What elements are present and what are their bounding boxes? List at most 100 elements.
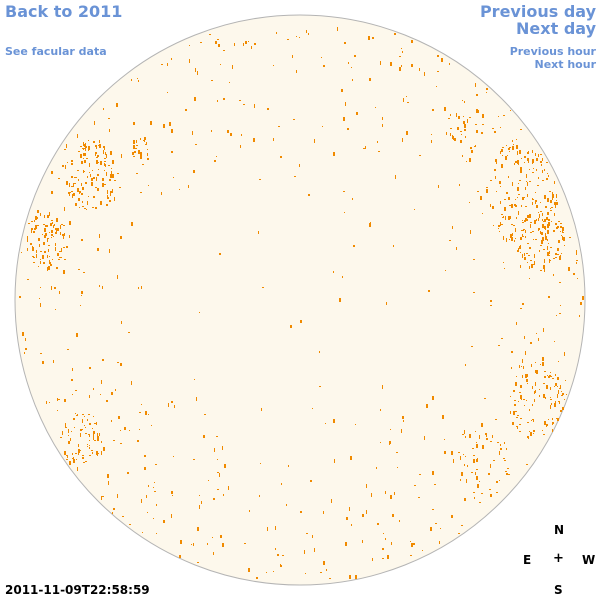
facula-spot: [539, 250, 540, 252]
facula-spot: [97, 155, 99, 157]
facula-spot: [365, 146, 366, 149]
facula-spot: [35, 225, 37, 229]
facula-spot: [529, 214, 531, 218]
facula-spot: [275, 548, 276, 550]
facula-spot: [382, 117, 383, 120]
next-hour-link[interactable]: Next hour: [534, 58, 597, 71]
facula-spot: [70, 440, 71, 441]
facula-spot: [527, 243, 529, 244]
facula-spot: [378, 151, 380, 152]
facula-spot: [31, 221, 33, 222]
back-to-year-link[interactable]: Back to 2011: [5, 2, 123, 21]
facula-spot: [51, 234, 53, 236]
facula-spot: [548, 243, 549, 244]
facula-spot: [500, 444, 501, 446]
facula-spot: [517, 160, 519, 164]
facula-spot: [524, 156, 526, 158]
facula-spot: [80, 305, 81, 306]
facula-spot: [136, 145, 138, 146]
facula-spot: [248, 568, 250, 572]
facula-spot: [523, 366, 524, 369]
facula-spot: [64, 149, 66, 150]
facula-spot: [197, 71, 198, 75]
facula-spot: [410, 541, 411, 542]
facula-spot: [544, 421, 546, 425]
facula-spot: [67, 349, 69, 350]
facula-spot: [548, 222, 550, 226]
facula-spot: [36, 250, 37, 253]
facula-spot: [57, 410, 58, 411]
facula-spot: [525, 187, 526, 190]
facula-spot: [137, 440, 139, 442]
facula-spot: [576, 252, 577, 255]
facula-spot: [51, 286, 52, 290]
facula-spot: [515, 161, 517, 163]
facula-spot: [515, 199, 516, 200]
facula-spot: [140, 152, 142, 156]
facula-spot: [80, 154, 82, 158]
next-day-link[interactable]: Next day: [516, 19, 596, 38]
facula-spot: [559, 388, 561, 389]
facula-spot: [174, 405, 175, 408]
facula-spot: [500, 186, 501, 187]
facula-spot: [529, 431, 530, 432]
facula-spot: [474, 146, 476, 147]
facula-spot: [93, 141, 95, 143]
facula-spot: [36, 254, 37, 258]
facula-spot: [557, 377, 559, 380]
facula-spot: [475, 83, 476, 87]
facula-spot: [212, 537, 213, 538]
facula-spot: [217, 489, 219, 490]
facula-spot: [171, 151, 173, 153]
facula-spot: [27, 236, 28, 240]
facula-spot: [508, 474, 510, 475]
facula-spot: [95, 154, 96, 156]
facula-spot: [83, 148, 85, 149]
facula-spot: [27, 240, 28, 242]
facula-spot: [351, 524, 352, 526]
facula-spot: [131, 79, 132, 81]
facula-spot: [495, 419, 497, 420]
facula-spot: [103, 108, 104, 110]
facula-spot: [562, 228, 563, 232]
facula-spot: [505, 216, 506, 220]
facula-spot: [129, 430, 130, 431]
facula-spot: [536, 205, 538, 208]
see-facular-data-link[interactable]: See facular data: [5, 45, 107, 58]
facula-spot: [559, 256, 561, 260]
previous-hour-link[interactable]: Previous hour: [509, 45, 596, 58]
facula-spot: [582, 296, 584, 300]
facula-spot: [476, 476, 478, 477]
facula-spot: [510, 396, 511, 397]
facula-spot: [435, 523, 437, 524]
facula-spot: [341, 89, 343, 92]
facula-spot: [372, 558, 373, 561]
facula-spot: [110, 151, 112, 155]
facula-spot: [259, 495, 260, 497]
facula-spot: [88, 196, 89, 197]
facula-spot: [544, 195, 546, 199]
facula-spot: [462, 155, 463, 157]
facula-spot: [498, 225, 500, 227]
facula-spot: [545, 226, 546, 230]
facula-spot: [428, 290, 430, 292]
facula-spot: [85, 143, 86, 147]
facula-spot: [70, 438, 71, 440]
facula-spot: [192, 131, 193, 135]
facula-spot: [476, 130, 478, 133]
facula-spot: [490, 305, 492, 306]
facula-spot: [534, 254, 535, 258]
previous-day-link[interactable]: Previous day: [479, 2, 596, 21]
facula-spot: [267, 527, 268, 531]
facula-spot: [529, 247, 531, 249]
facula-spot: [506, 145, 507, 146]
facula-spot: [411, 40, 413, 43]
facula-spot: [75, 203, 77, 206]
facula-spot: [390, 429, 391, 430]
facula-spot: [51, 191, 53, 194]
facula-spot: [440, 528, 441, 529]
facula-spot: [81, 291, 83, 294]
facula-spot: [73, 459, 75, 463]
facula-spot: [550, 372, 551, 373]
